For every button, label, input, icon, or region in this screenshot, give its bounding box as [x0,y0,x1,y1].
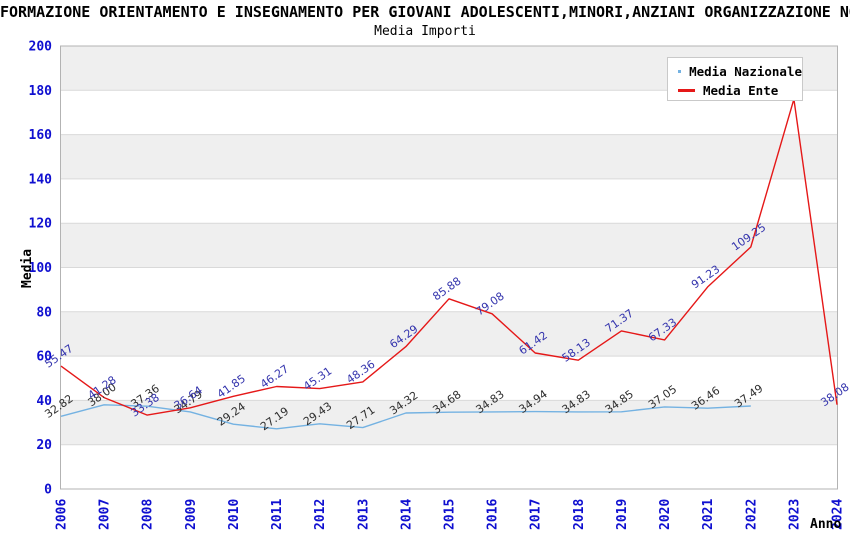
x-tick-label: 2013 [356,499,371,530]
x-axis-title: Anno [810,517,841,532]
x-axis-ticks: 2006 2007 2008 2009 2010 2011 2012 2013 2014 2015… [55,499,846,530]
x-tick-label: 2007 [98,499,113,530]
x-tick-label: 2022 [744,499,759,530]
chart-legend: Media Nazionale Media Ente [667,57,803,101]
y-axis-ticks: 0 20 40 60 80 100 120 140 160 180 200 [29,40,53,498]
x-tick-label: 2021 [701,499,716,530]
x-tick-label: 2012 [313,499,328,530]
x-tick-label: 2019 [615,499,630,530]
media-nazionale-swatch-icon [678,70,682,73]
y-tick-label: 200 [29,40,53,55]
x-tick-label: 2011 [270,499,285,530]
x-tick-label: 2008 [141,499,156,530]
band [60,311,838,357]
legend-item-media-ente: Media Ente [668,81,802,100]
y-tick-label: 0 [44,483,52,498]
legend-label: Media Nazionale [689,64,802,79]
legend-item-media-nazionale: Media Nazionale [668,62,802,81]
plot-bands [60,46,838,445]
x-tick-label: 2017 [529,499,544,530]
y-tick-label: 80 [36,305,52,320]
series-line-media-ente [60,98,838,416]
chart-subtitle: Media Importi [374,24,476,39]
band [60,134,838,179]
plot-border [60,45,838,490]
x-tick-label: 2014 [399,499,414,530]
y-tick-label: 160 [29,128,53,143]
x-tick-label: 2010 [227,499,242,530]
y-tick-label: 120 [29,217,53,232]
y-tick-label: 60 [36,350,52,365]
y-axis-title: Media [20,249,35,288]
y-tick-label: 20 [36,438,52,453]
data-label: 85.88 [430,275,463,304]
x-tick-label: 2018 [572,499,587,530]
chart-title: FORMAZIONE ORIENTAMENTO E INSEGNAMENTO P… [0,3,850,21]
x-tick-label: 2009 [184,499,199,530]
x-tick-label: 2016 [486,499,501,530]
media-ente-swatch-icon [678,89,695,92]
y-tick-label: 180 [29,84,53,99]
y-tick-label: 140 [29,172,53,187]
y-tick-label: 40 [36,394,52,409]
x-tick-label: 2006 [55,499,70,530]
x-tick-label: 2023 [787,499,802,530]
x-tick-label: 2015 [443,499,458,530]
band [60,223,838,268]
legend-label: Media Ente [703,83,779,98]
gridlines [60,45,838,446]
x-tick-label: 2020 [658,499,673,530]
x-tick-label: 2024 [831,499,846,530]
y-tick-label: 100 [29,261,53,276]
